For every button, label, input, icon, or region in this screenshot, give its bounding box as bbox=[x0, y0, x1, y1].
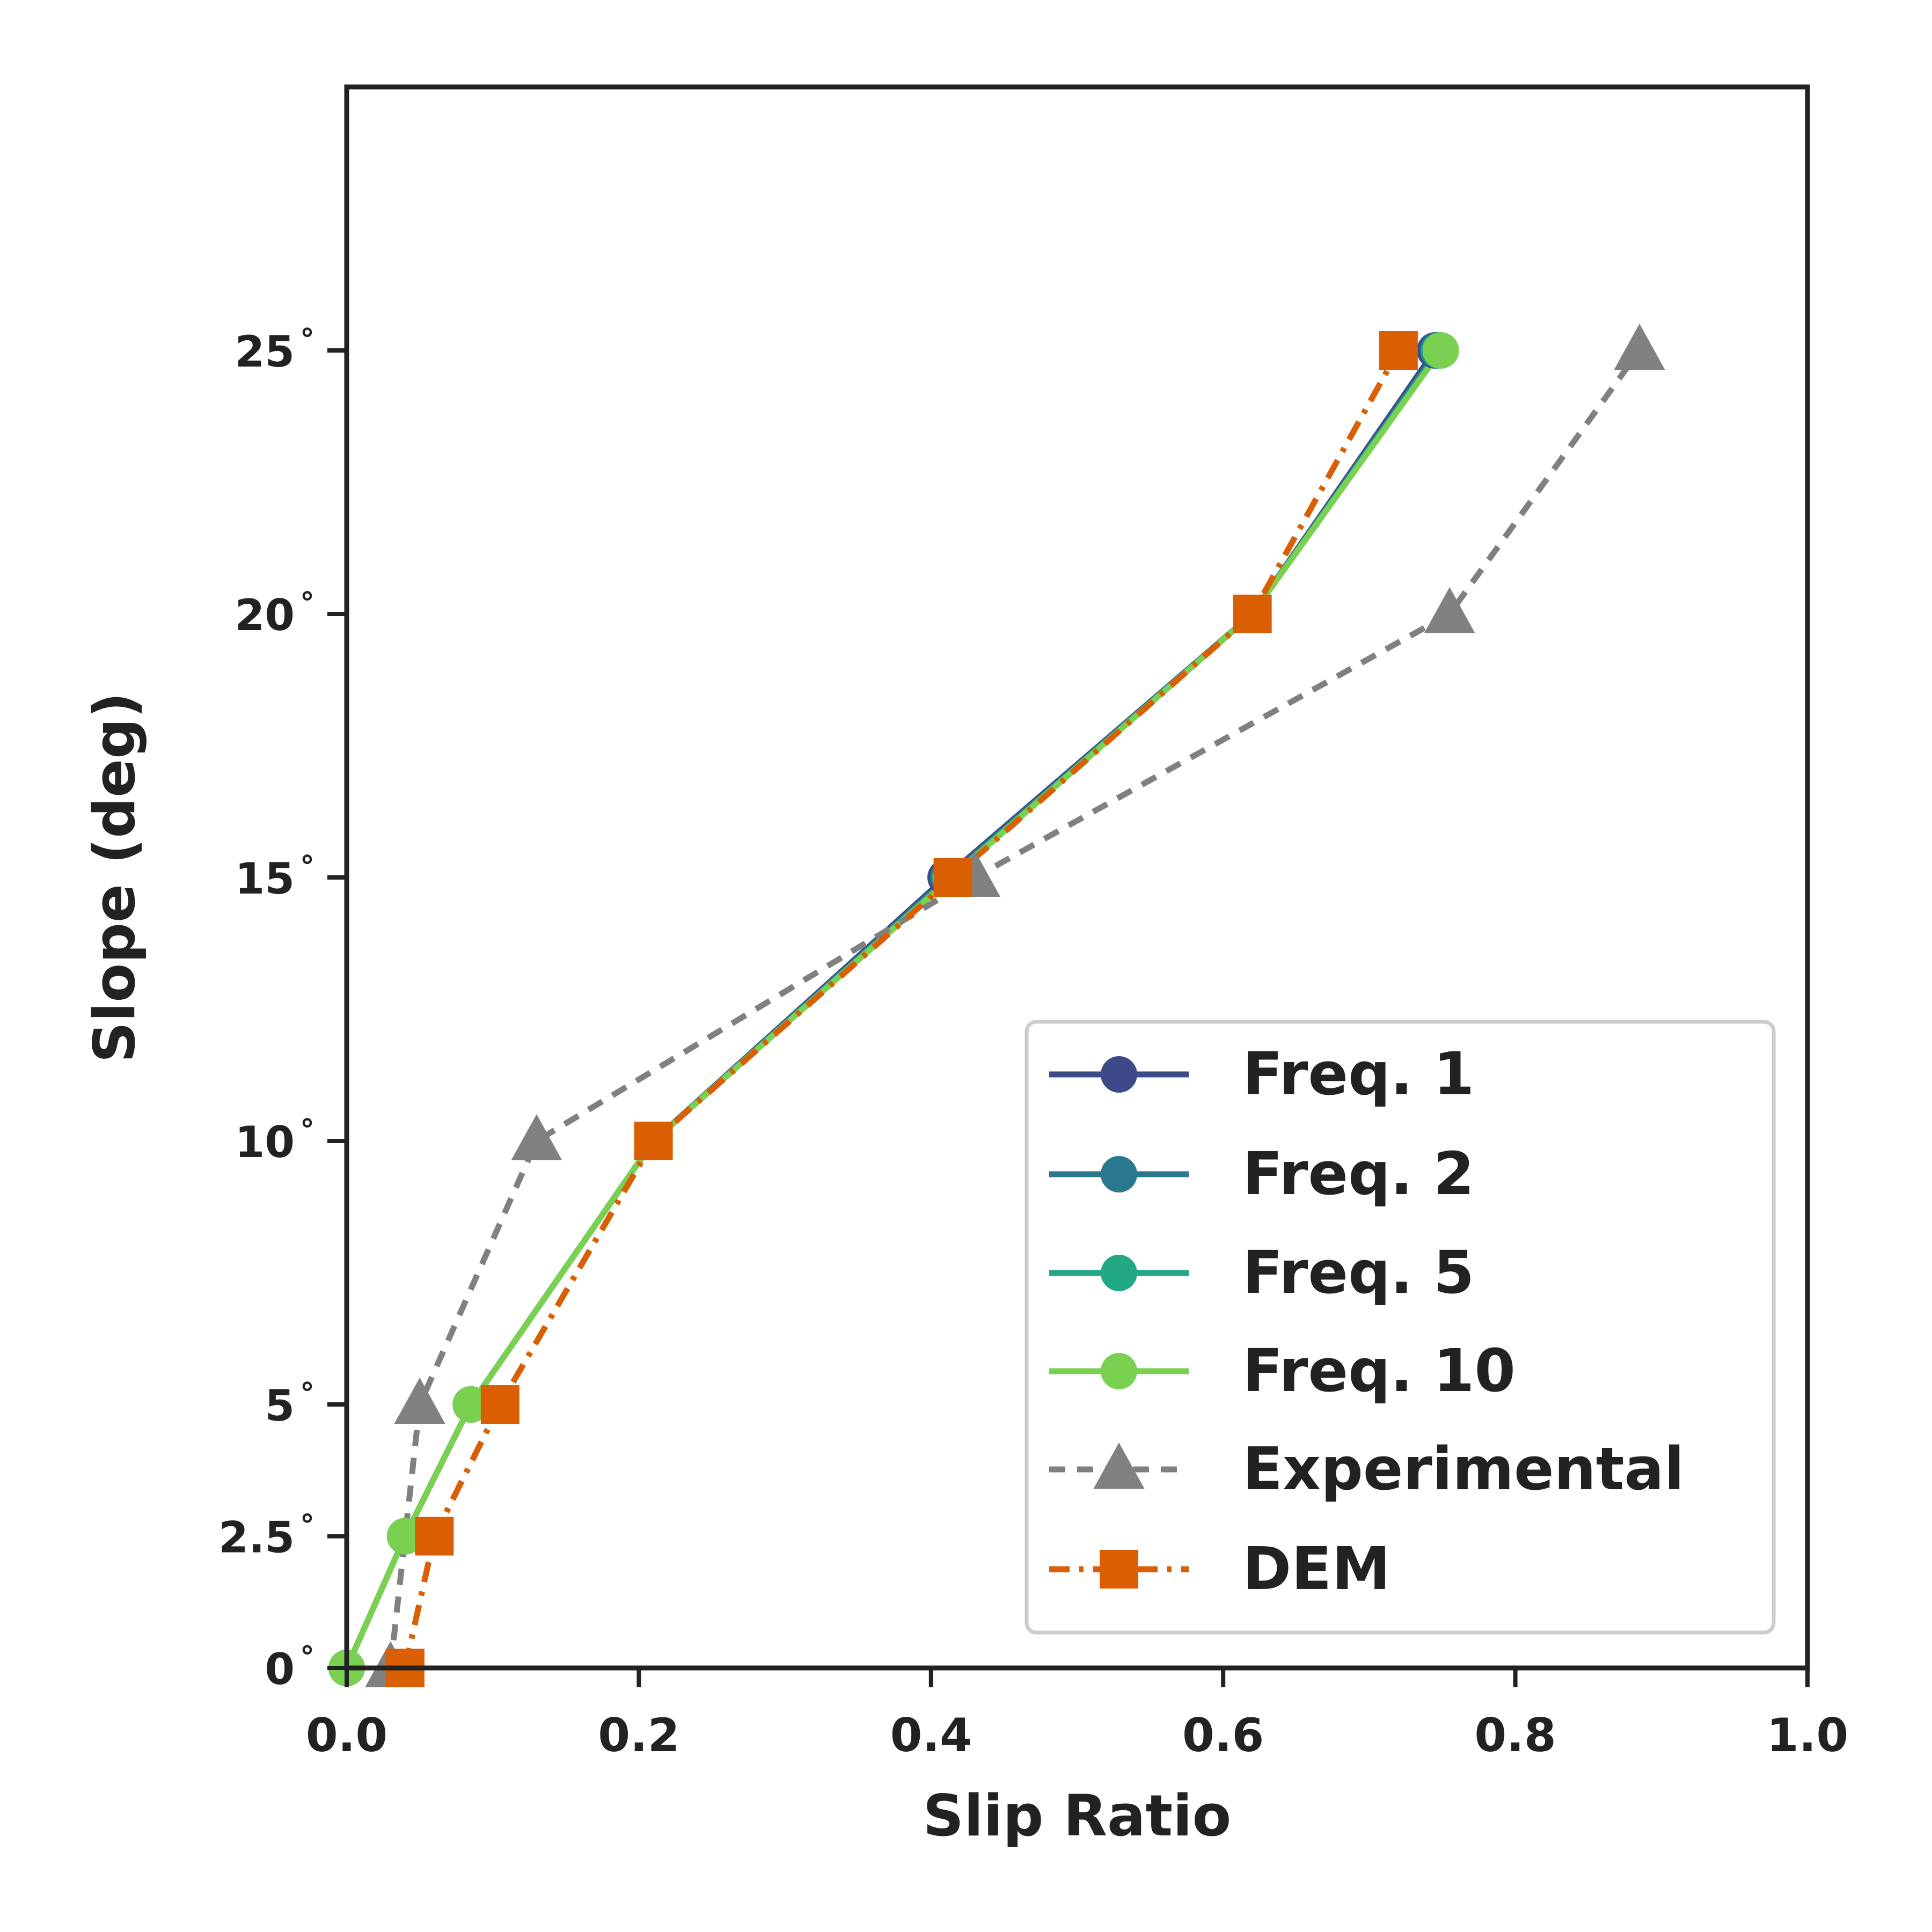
data-point-experimental-1 bbox=[394, 1378, 445, 1424]
y-axis-ticks: 0 °2.5 °5 °10 °15 °20 °25 ° bbox=[218, 323, 347, 1694]
legend-label-freq-10: Freq. 10 bbox=[1242, 1336, 1516, 1405]
data-point-freq-10-2 bbox=[452, 1386, 489, 1423]
data-point-dem-3 bbox=[634, 1122, 673, 1160]
legend: Freq. 1 Freq. 2 Freq. 5 Freq. 10 Experimenta… bbox=[1024, 1020, 1776, 1635]
legend-marker-dem bbox=[1100, 1550, 1138, 1589]
y-tick-label: 0 ° bbox=[265, 1640, 314, 1694]
legend-marker-experimental bbox=[1093, 1443, 1145, 1489]
legend-marker-freq-2 bbox=[1101, 1156, 1137, 1192]
legend-box bbox=[1024, 1020, 1776, 1635]
data-point-experimental-2 bbox=[511, 1114, 562, 1160]
data-point-experimental-5 bbox=[1614, 324, 1665, 370]
legend-item-freq-10: Freq. 10 bbox=[1049, 1336, 1516, 1405]
legend-label-freq-5: Freq. 5 bbox=[1242, 1238, 1474, 1307]
y-tick-label: 15 ° bbox=[235, 850, 314, 904]
data-point-dem-6 bbox=[1379, 331, 1418, 370]
data-point-dem-2 bbox=[480, 1385, 519, 1424]
x-axis-label: Slip Ratio bbox=[923, 1783, 1232, 1849]
x-tick-label: 1.0 bbox=[1767, 1709, 1848, 1762]
legend-label-experimental: Experimental bbox=[1242, 1435, 1684, 1503]
legend-item-freq-2: Freq. 2 bbox=[1049, 1139, 1474, 1208]
data-point-freq-10-1 bbox=[386, 1518, 423, 1555]
data-point-dem-1 bbox=[415, 1517, 454, 1556]
x-tick-label: 0.8 bbox=[1474, 1709, 1556, 1762]
legend-marker-freq-5 bbox=[1101, 1255, 1137, 1291]
x-tick-label: 0.4 bbox=[890, 1709, 972, 1762]
y-axis-label: Slope (deg) bbox=[82, 692, 148, 1063]
legend-label-freq-2: Freq. 2 bbox=[1242, 1139, 1474, 1208]
legend-item-freq-5: Freq. 5 bbox=[1049, 1238, 1474, 1307]
y-tick-label: 5 ° bbox=[265, 1377, 314, 1431]
y-tick-label: 20 ° bbox=[235, 586, 314, 640]
data-point-dem-5 bbox=[1233, 595, 1272, 633]
series-line-experimental bbox=[387, 348, 1642, 1668]
data-point-freq-10-6 bbox=[1422, 332, 1459, 369]
legend-item-experimental: Experimental bbox=[1049, 1435, 1684, 1503]
legend-item-dem: DEM bbox=[1049, 1534, 1391, 1603]
data-point-dem-4 bbox=[933, 858, 972, 897]
x-tick-label: 0.2 bbox=[598, 1709, 679, 1762]
x-tick-label: 0.0 bbox=[306, 1709, 387, 1762]
legend-label-freq-1: Freq. 1 bbox=[1242, 1040, 1474, 1108]
x-axis-ticks: 0.0 0.2 0.4 0.6 0.8 1.0 bbox=[306, 1668, 1848, 1762]
x-tick-label: 0.6 bbox=[1182, 1709, 1264, 1762]
data-point-experimental-4 bbox=[1424, 587, 1475, 633]
legend-marker-freq-10 bbox=[1101, 1353, 1137, 1389]
legend-marker-freq-1 bbox=[1101, 1056, 1137, 1093]
legend-item-freq-1: Freq. 1 bbox=[1049, 1040, 1474, 1108]
legend-label-dem: DEM bbox=[1242, 1534, 1391, 1603]
